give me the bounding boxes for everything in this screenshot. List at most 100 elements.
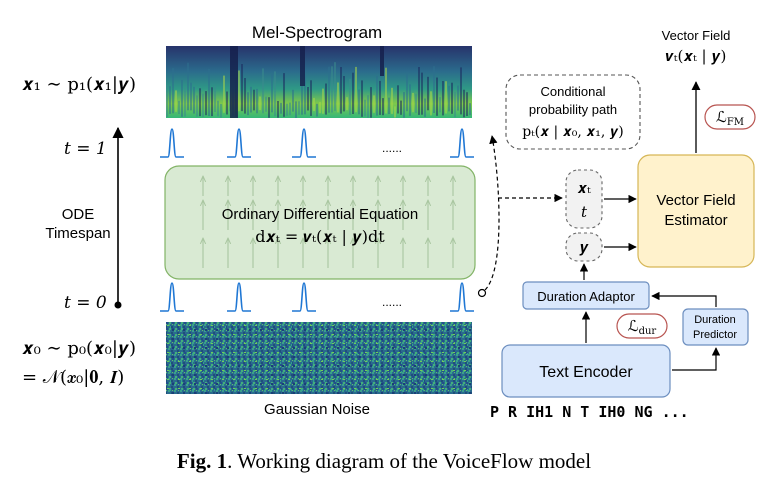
mel-texture — [439, 97, 441, 113]
vector-field-formula: 𝒗ₜ(𝒙ₜ | 𝒚) — [666, 47, 727, 65]
mel-texture — [211, 87, 213, 117]
top-ellipsis: ...... — [382, 141, 402, 155]
predictor-to-adaptor-arrow — [651, 291, 717, 307]
mel-texture — [445, 81, 447, 114]
mel-texture — [166, 84, 168, 117]
mel-texture — [442, 81, 444, 116]
bottom-pulse-row — [160, 282, 474, 312]
mel-texture — [397, 85, 399, 114]
mel-texture — [457, 85, 459, 111]
mel-texture — [307, 87, 309, 111]
mel-texture — [277, 101, 279, 118]
mel-texture — [340, 67, 342, 114]
mel-texture — [370, 87, 372, 118]
conditional-path-label-1: Conditional — [540, 84, 605, 99]
mel-texture — [355, 66, 357, 113]
vector-field-estimator-box — [637, 154, 755, 268]
mel-texture — [265, 96, 267, 112]
mel-texture — [250, 86, 252, 113]
mel-texture — [280, 102, 282, 114]
mel-texture — [421, 72, 423, 115]
mel-texture — [466, 92, 468, 116]
pulse-3 — [450, 282, 474, 312]
ode-flow-arrows — [203, 176, 453, 268]
mel-texture — [469, 103, 471, 116]
mel-texture — [256, 88, 258, 114]
mel-texture — [214, 85, 216, 112]
mel-texture — [172, 68, 174, 114]
mel-texture — [238, 70, 240, 112]
pulse-3 — [450, 128, 474, 158]
mel-texture — [427, 76, 429, 111]
mel-texture — [433, 66, 435, 113]
mel-texture — [412, 92, 414, 113]
conditional-path-label-2: probability path — [529, 102, 617, 117]
mel-texture — [202, 93, 204, 117]
vector-field-title: Vector Field — [662, 28, 731, 43]
mel-texture — [460, 67, 462, 115]
conditional-path-box — [505, 74, 641, 150]
mel-texture — [217, 100, 219, 117]
ode-timespan-label-2: Timespan — [45, 225, 110, 242]
top-pulse-row — [160, 128, 474, 158]
sample-path-dashed-arrow — [484, 135, 500, 291]
mel-texture — [190, 82, 192, 111]
mel-texture — [187, 62, 189, 111]
mel-texture — [298, 101, 300, 115]
mel-texture — [286, 103, 288, 116]
mel-texture — [175, 90, 177, 112]
pulse-1 — [227, 128, 251, 158]
mel-texture — [319, 102, 321, 114]
mel-texture — [367, 95, 369, 118]
pulse-0 — [160, 282, 184, 312]
mel-texture — [346, 97, 348, 111]
mel-texture — [403, 92, 405, 118]
mel-texture — [169, 86, 171, 114]
ode-box — [164, 165, 476, 280]
mel-texture — [388, 97, 390, 115]
mel-texture — [448, 85, 450, 112]
x1-distribution-label: 𝒙₁ ∼ p₁(𝒙₁|𝒚) — [22, 74, 136, 95]
ode-equation: d𝒙ₜ = 𝒗ₜ(𝒙ₜ | 𝒚)dt — [255, 227, 385, 246]
mel-texture — [244, 78, 246, 114]
duration-adaptor-label: Duration Adaptor — [537, 289, 635, 304]
ode-timespan-label-1: ODE — [62, 206, 95, 223]
mel-texture — [271, 74, 273, 113]
mel-texture — [205, 91, 207, 116]
encoder-to-predictor-arrow — [672, 347, 721, 371]
time-axis-origin-dot — [114, 301, 122, 309]
mel-texture — [223, 75, 225, 113]
y-condition-box — [565, 232, 603, 262]
mel-texture — [463, 89, 465, 118]
xt-label: 𝒙ₜ — [577, 179, 591, 197]
xt-t-input-box — [565, 169, 603, 229]
mel-texture — [184, 87, 186, 117]
mel-texture — [418, 67, 420, 115]
mel-texture — [376, 76, 378, 116]
mel-texture — [295, 101, 297, 118]
mel-texture — [415, 93, 417, 113]
mel-texture — [193, 86, 195, 114]
mel-texture — [230, 46, 238, 118]
mel-texture — [178, 100, 180, 114]
pulse-1 — [227, 282, 251, 312]
mel-texture — [220, 104, 222, 118]
duration-predictor-label-1: Duration — [694, 314, 736, 326]
mel-texture — [358, 89, 360, 115]
pulse-0 — [160, 128, 184, 158]
mel-texture — [322, 88, 324, 114]
mel-texture — [316, 103, 318, 117]
mel-texture — [349, 78, 351, 115]
mel-texture — [379, 80, 381, 115]
mel-texture — [253, 89, 255, 111]
mel-texture — [454, 91, 456, 118]
mel-texture — [337, 82, 339, 113]
mel-texture — [181, 79, 183, 117]
mel-texture — [274, 71, 276, 117]
t-input-label: t — [581, 203, 588, 221]
mel-texture — [300, 46, 305, 86]
mel-texture — [313, 97, 315, 111]
x0-distribution-label-2: = 𝒩(𝒙₀|𝟎, 𝑰) — [22, 367, 124, 388]
mel-spectrogram-title: Mel-Spectrogram — [252, 23, 382, 42]
